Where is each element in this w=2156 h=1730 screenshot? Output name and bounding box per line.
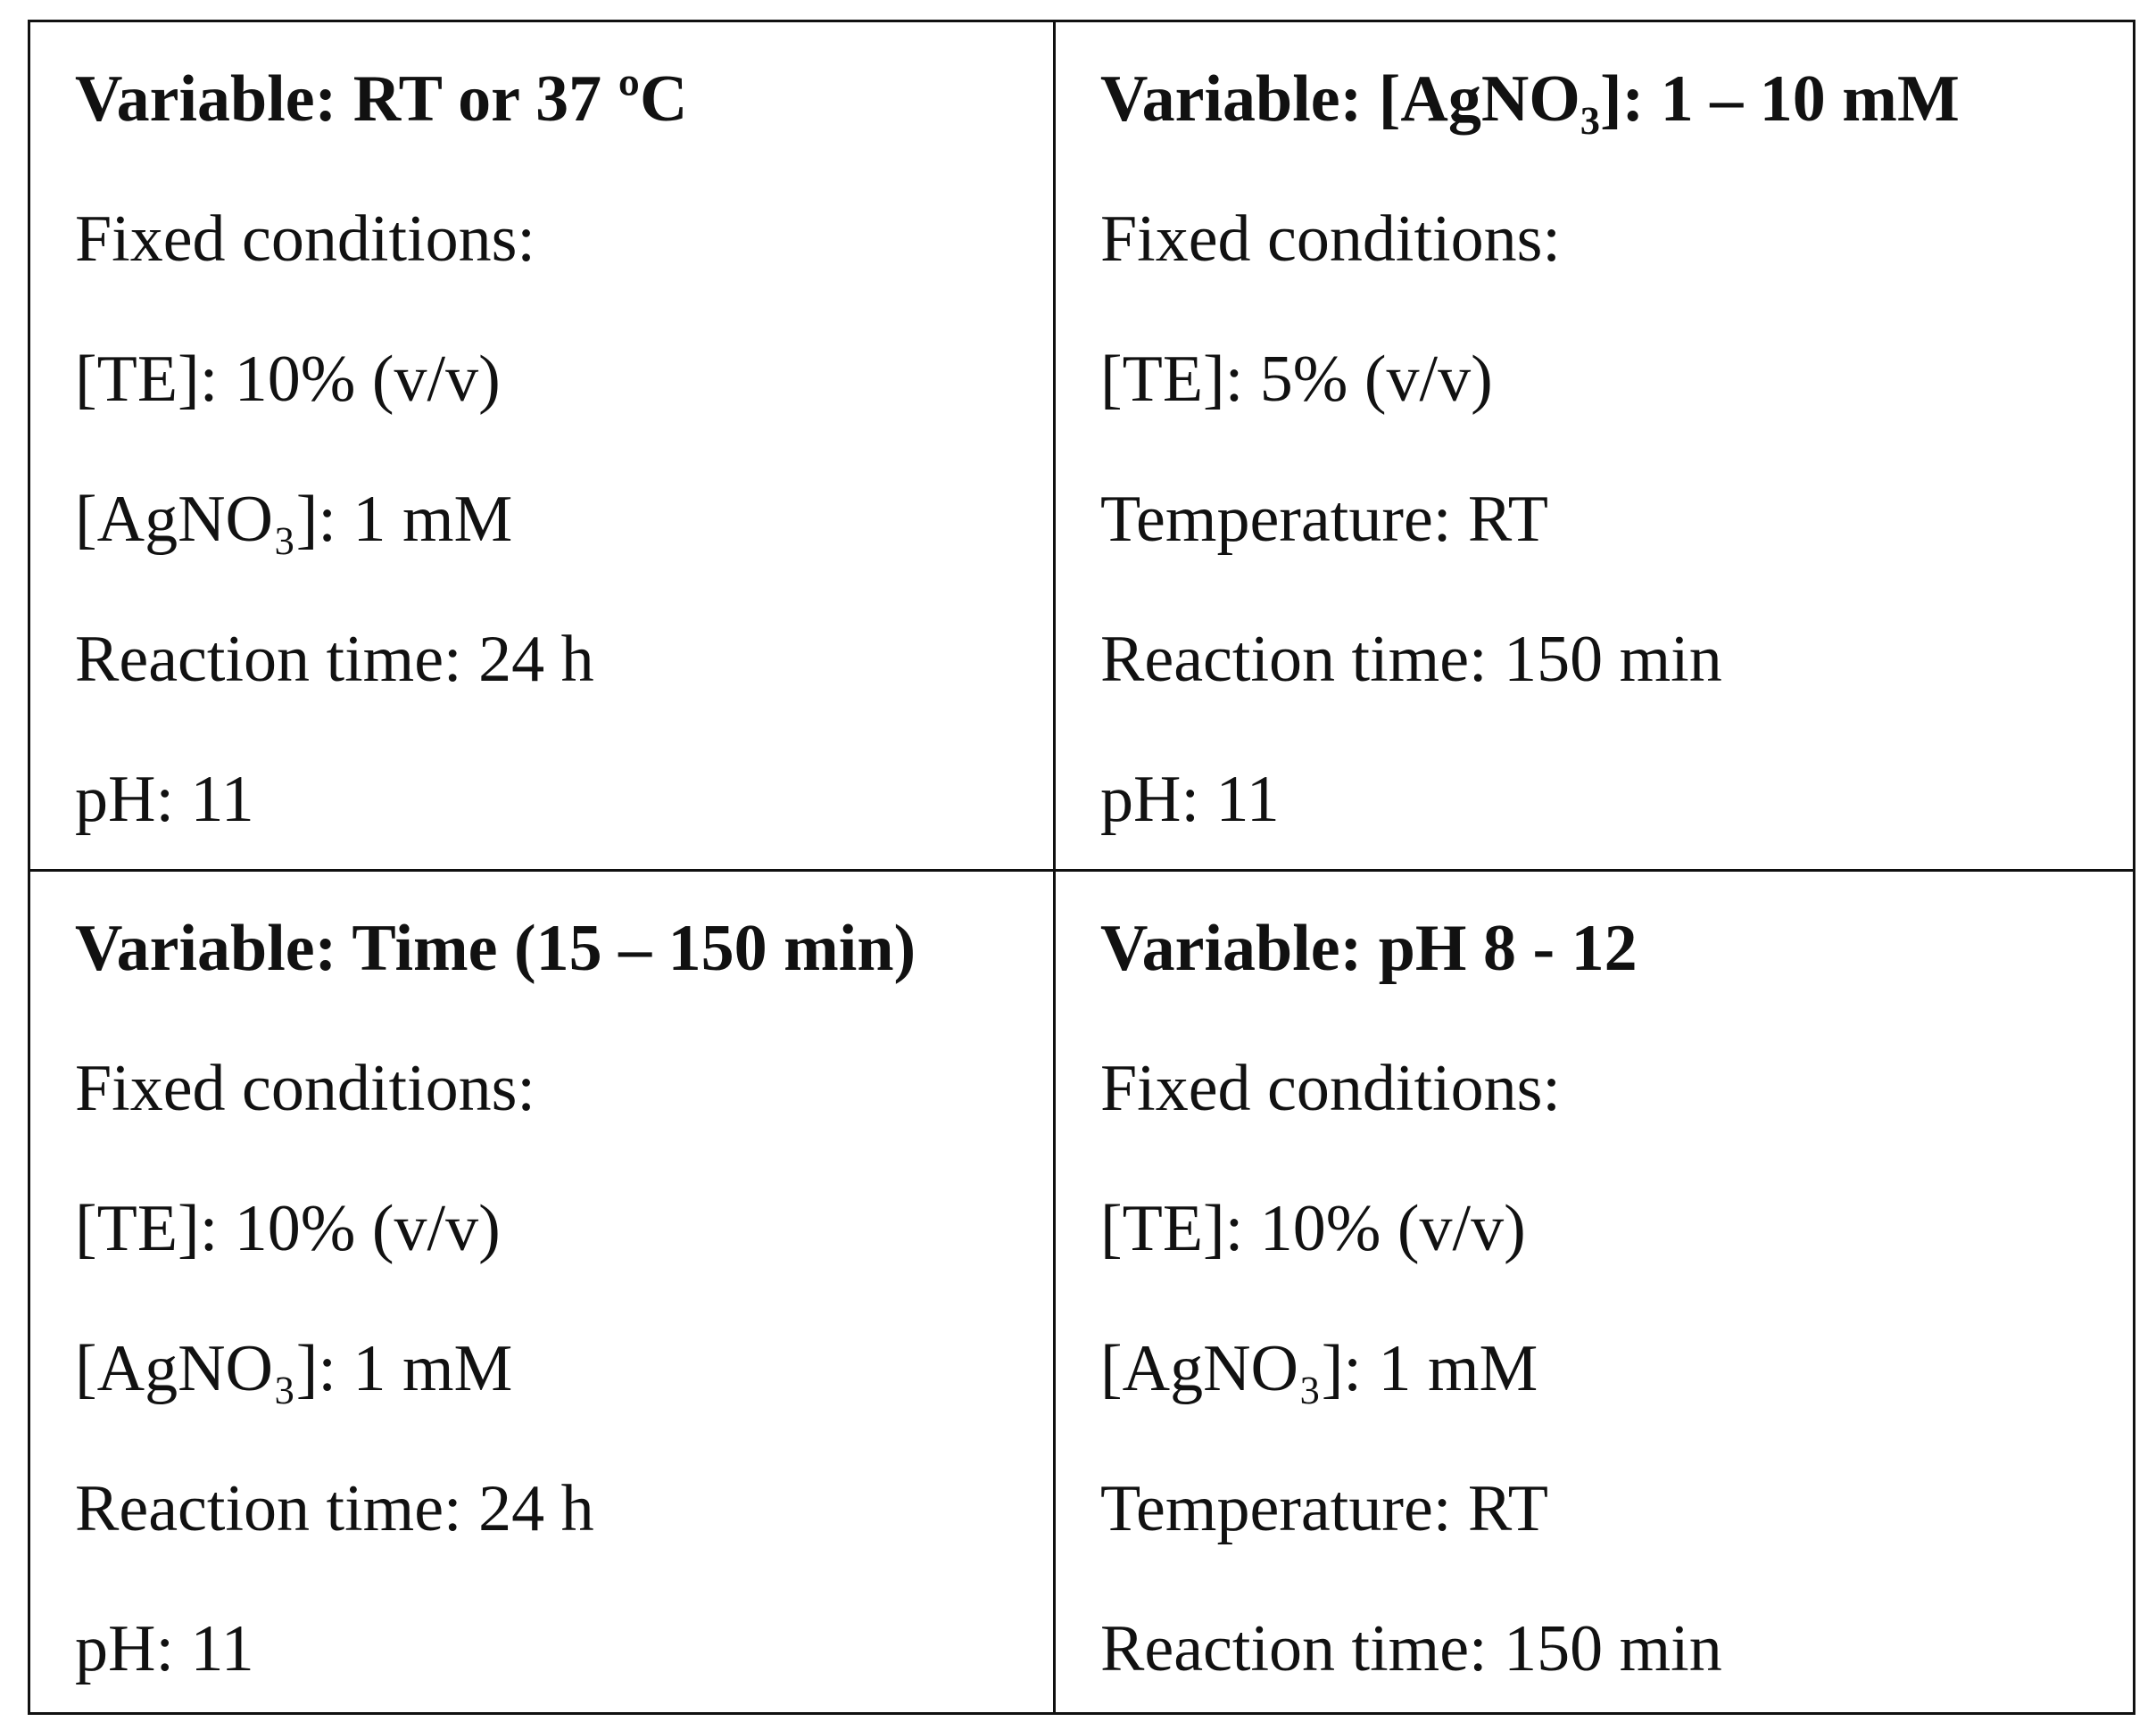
table-cell: Variable: pH 8 - 12 Fixed conditions: [TE]… bbox=[1056, 872, 2133, 1712]
cell-line: Fixed conditions: bbox=[75, 1052, 535, 1125]
table-cell: Variable: RT or 37 ºC Fixed conditions: [T… bbox=[30, 22, 1053, 869]
cell-line: Fixed conditions: bbox=[75, 203, 535, 276]
cell-line: [TE]: 5% (v/v) bbox=[1100, 343, 1493, 416]
cell-heading: Variable: Time (15 – 150 min) bbox=[75, 912, 916, 985]
cell-line: [AgNO₃]: 1 mM bbox=[75, 1332, 513, 1405]
cell-heading: Variable: pH 8 - 12 bbox=[1100, 912, 1638, 985]
cell-line: [TE]: 10% (v/v) bbox=[75, 1192, 501, 1265]
table-cell: Variable: [AgNO₃]: 1 – 10 mM Fixed condit… bbox=[1056, 22, 2133, 869]
cell-line: Temperature: RT bbox=[1100, 1472, 1548, 1545]
cell-line: [TE]: 10% (v/v) bbox=[75, 343, 501, 416]
cell-line: Reaction time: 150 min bbox=[1100, 623, 1722, 696]
column-divider bbox=[1053, 22, 1056, 1712]
cell-line: pH: 11 bbox=[75, 763, 254, 836]
cell-line: Reaction time: 150 min bbox=[1100, 1612, 1722, 1685]
cell-line: [TE]: 10% (v/v) bbox=[1100, 1192, 1526, 1265]
cell-heading: Variable: RT or 37 ºC bbox=[75, 62, 688, 136]
cell-line: Temperature: RT bbox=[1100, 483, 1548, 556]
cell-line: Fixed conditions: bbox=[1100, 1052, 1561, 1125]
cell-line: [AgNO₃]: 1 mM bbox=[1100, 1332, 1538, 1405]
cell-line: pH: 11 bbox=[75, 1612, 254, 1685]
cell-line: Reaction time: 24 h bbox=[75, 623, 594, 696]
cell-line: Fixed conditions: bbox=[1100, 203, 1561, 276]
cell-heading: Variable: [AgNO₃]: 1 – 10 mM bbox=[1100, 62, 1960, 136]
table-cell: Variable: Time (15 – 150 min) Fixed condi… bbox=[30, 872, 1053, 1712]
cell-line: pH: 11 bbox=[1100, 763, 1280, 836]
row-divider bbox=[30, 869, 2133, 872]
cell-line: [AgNO₃]: 1 mM bbox=[75, 483, 513, 556]
table: Variable: RT or 37 ºC Fixed conditions: [T… bbox=[28, 20, 2135, 1715]
cell-line: Reaction time: 24 h bbox=[75, 1472, 594, 1545]
